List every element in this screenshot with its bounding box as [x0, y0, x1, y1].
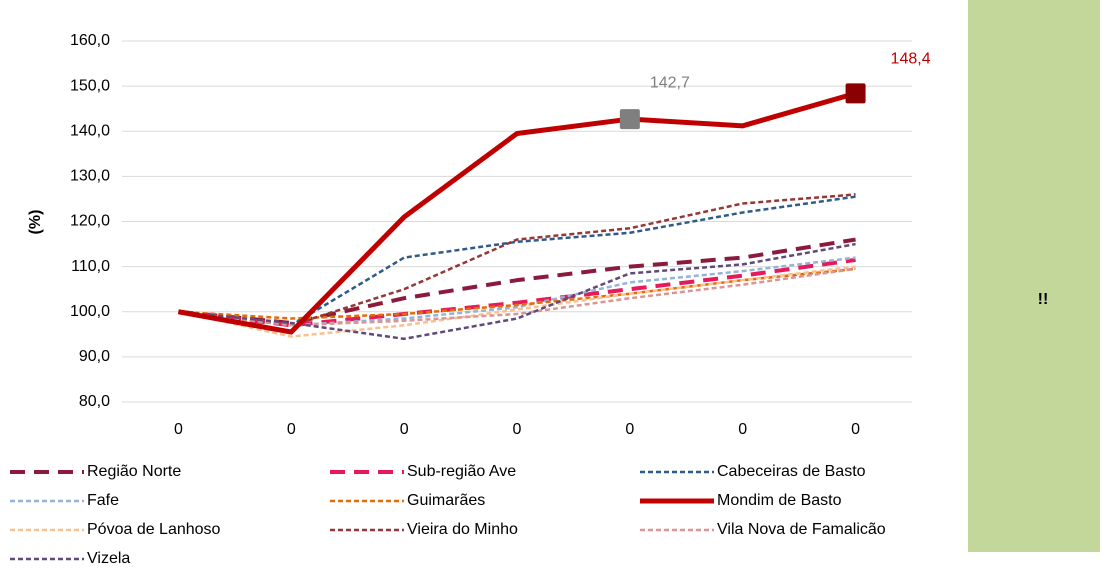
y-tick-label: 90,0: [79, 348, 110, 365]
y-tick-label: 110,0: [71, 258, 110, 275]
series-line: [178, 267, 856, 320]
legend-label: Fafe: [87, 492, 119, 509]
y-tick-label: 120,0: [70, 213, 110, 230]
legend-label: Vila Nova de Famalicão: [717, 521, 886, 538]
point-marker: [845, 83, 866, 104]
legend-label: Região Norte: [87, 463, 181, 480]
series-line: [178, 265, 856, 338]
y-tick-label: 100,0: [70, 303, 110, 320]
y-tick-label: 150,0: [70, 77, 110, 94]
series-line: [178, 242, 856, 341]
legend-label: Vizela: [87, 550, 130, 567]
x-tick-label: 0: [287, 421, 296, 438]
x-tick-label: 0: [851, 421, 860, 438]
legend-label: Mondim de Basto: [717, 492, 842, 509]
data-label: 142,7: [650, 74, 690, 91]
y-tick-label: 80,0: [79, 393, 110, 410]
x-tick-label: 0: [174, 421, 183, 438]
x-tick-label: 0: [513, 421, 522, 438]
series-line: [178, 237, 856, 326]
y-tick-label: 140,0: [70, 122, 110, 139]
y-tick-label: 130,0: [70, 168, 110, 185]
data-label: 148,4: [891, 51, 931, 68]
series-line: [177, 90, 857, 335]
x-tick-label: 0: [400, 421, 409, 438]
x-tick-label: 0: [625, 421, 634, 438]
series-line: [178, 257, 856, 328]
x-tick-label: 0: [738, 421, 747, 438]
y-axis-label: (%): [27, 210, 44, 235]
side-panel: [968, 0, 1100, 552]
legend-label: Vieira do Minho: [407, 521, 518, 538]
legend-label: Sub-região Ave: [407, 463, 516, 480]
legend-label: Cabeceiras de Basto: [717, 463, 866, 480]
legend-label: Póvoa de Lanhoso: [87, 521, 221, 538]
side-panel-text: !!: [1038, 291, 1049, 308]
point-marker: [619, 109, 640, 130]
legend-label: Guimarães: [407, 492, 485, 509]
y-tick-label: 160,0: [70, 32, 110, 49]
series-line: [178, 267, 856, 327]
